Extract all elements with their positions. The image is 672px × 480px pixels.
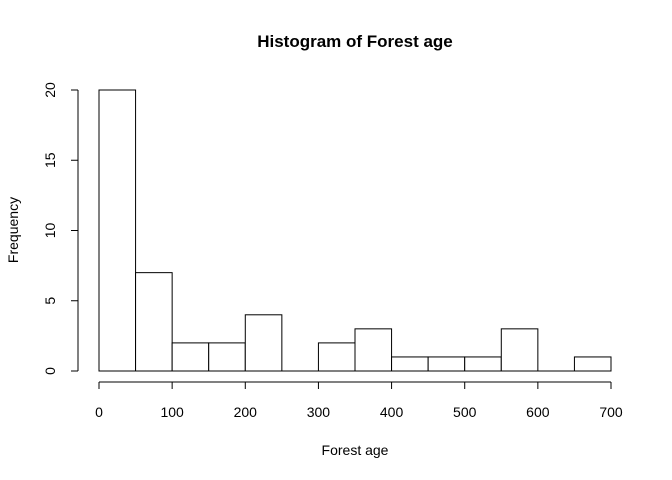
x-tick-label-1: 100: [160, 404, 184, 420]
histogram-bar-7: [354, 328, 393, 372]
histogram-bar-0: [98, 89, 137, 372]
x-tick-label-6: 600: [526, 404, 550, 420]
histogram-bar-1: [135, 272, 173, 372]
y-tick-label-3: 15: [42, 152, 58, 168]
histogram-bar-6: [317, 342, 356, 372]
x-tick-label-7: 700: [599, 404, 623, 420]
histogram-bar-3: [208, 342, 246, 372]
y-tick-label-0: 0: [42, 367, 58, 375]
x-axis: 0 100 200 300 400 500 600 700: [95, 381, 623, 420]
x-tick-label-0: 0: [95, 404, 103, 420]
histogram-bar-10: [464, 356, 502, 372]
chart-title: Histogram of Forest age: [257, 32, 453, 51]
x-tick-label-5: 500: [453, 404, 477, 420]
x-tick-label-4: 400: [380, 404, 404, 420]
histogram-bar-4: [244, 314, 283, 372]
histogram-bar-8: [391, 356, 429, 372]
y-tick-label-1: 5: [42, 297, 58, 305]
histogram-bar-2: [171, 342, 210, 372]
y-tick-label-4: 20: [42, 82, 58, 98]
x-tick-label-3: 300: [307, 404, 331, 420]
y-tick-label-2: 10: [42, 223, 58, 239]
histogram-bar-13: [573, 356, 612, 372]
y-axis-label: Frequency: [5, 197, 21, 263]
x-tick-label-2: 200: [234, 404, 258, 420]
bars-group: [98, 89, 612, 372]
y-axis: 0 5 10 15 20: [42, 82, 79, 375]
histogram-bar-11: [500, 328, 539, 372]
x-axis-label: Forest age: [322, 442, 389, 458]
histogram-bar-9: [427, 356, 466, 372]
